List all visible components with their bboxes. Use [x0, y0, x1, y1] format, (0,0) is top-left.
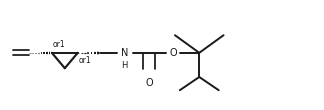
Text: H: H: [122, 61, 128, 71]
Text: N: N: [121, 48, 128, 58]
Text: or1: or1: [53, 40, 65, 49]
Text: O: O: [145, 78, 153, 88]
Text: or1: or1: [79, 56, 91, 65]
Text: O: O: [169, 48, 177, 58]
